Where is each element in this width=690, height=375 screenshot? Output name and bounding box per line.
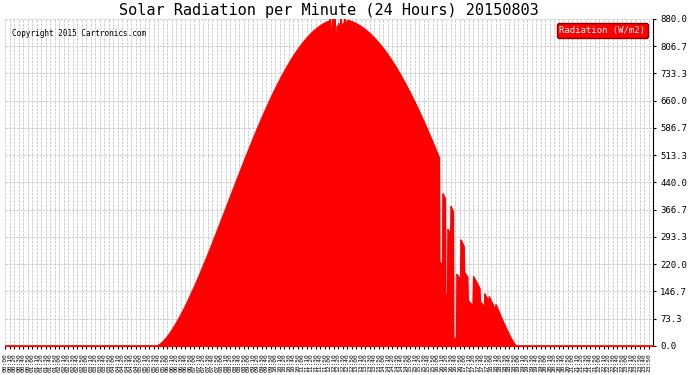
Legend: Radiation (W/m2): Radiation (W/m2) [557,24,648,38]
Text: Copyright 2015 Cartronics.com: Copyright 2015 Cartronics.com [12,29,146,38]
Title: Solar Radiation per Minute (24 Hours) 20150803: Solar Radiation per Minute (24 Hours) 20… [119,3,539,18]
